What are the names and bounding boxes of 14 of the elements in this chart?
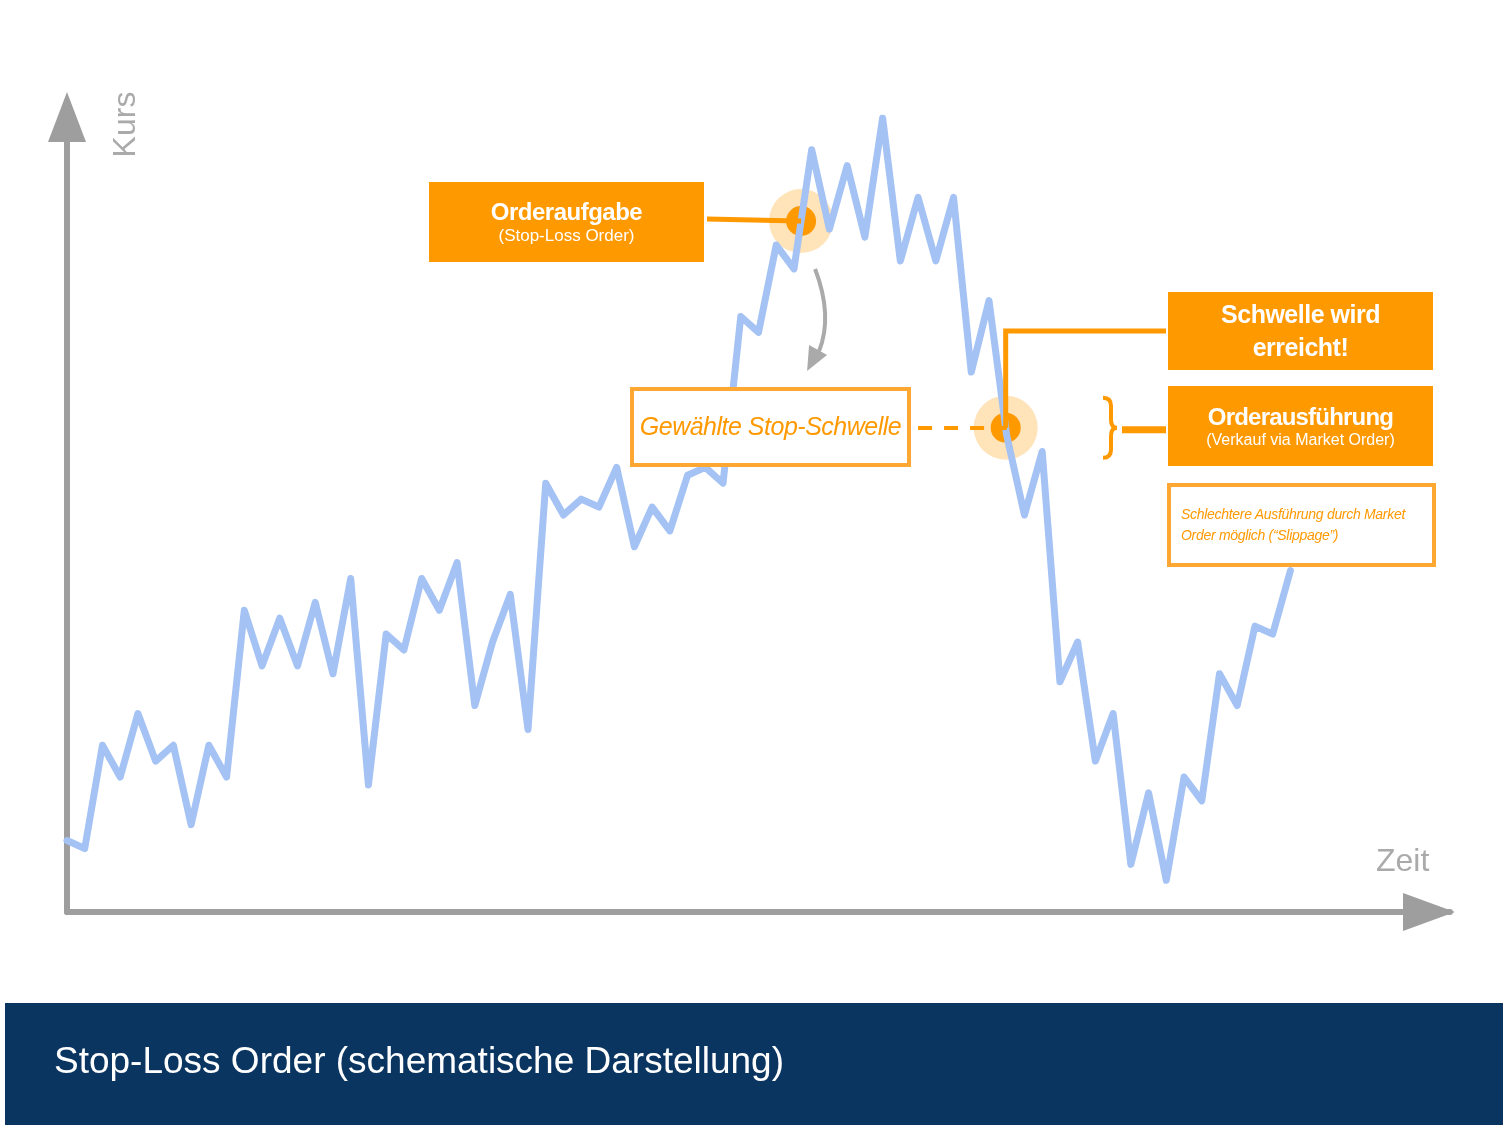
callout-box: Schlechtere Ausführung durch Market Order möglich (“Slippage”) [1167, 483, 1436, 567]
y-axis-title: Kurs [106, 91, 144, 158]
callout-box: Orderausführung (Verkauf via Market Order) [1168, 386, 1433, 466]
callout-box: Schwelle wird erreicht! [1168, 292, 1433, 370]
annotation: Orderausführung [1207, 403, 1394, 431]
annotation: Orderaufgabe [490, 198, 643, 226]
callout-box: Orderaufgabe (Stop-Loss Order) [429, 182, 704, 262]
x-axis-title: Zeit [1376, 842, 1430, 879]
callout-box: Gewählte Stop-Schwelle [630, 386, 911, 467]
text: Stop-Loss Order (schematische Darstellung) [54, 1040, 785, 1082]
annotation: Schwelle wird erreicht! [1220, 299, 1381, 363]
annotation: (Stop-Loss Order) [498, 226, 635, 246]
annotation: Schlechtere Ausführung durch Market Order möglich (“Slippage”) [1181, 505, 1407, 545]
annotation: (Verkauf via Market Order) [1206, 431, 1395, 449]
